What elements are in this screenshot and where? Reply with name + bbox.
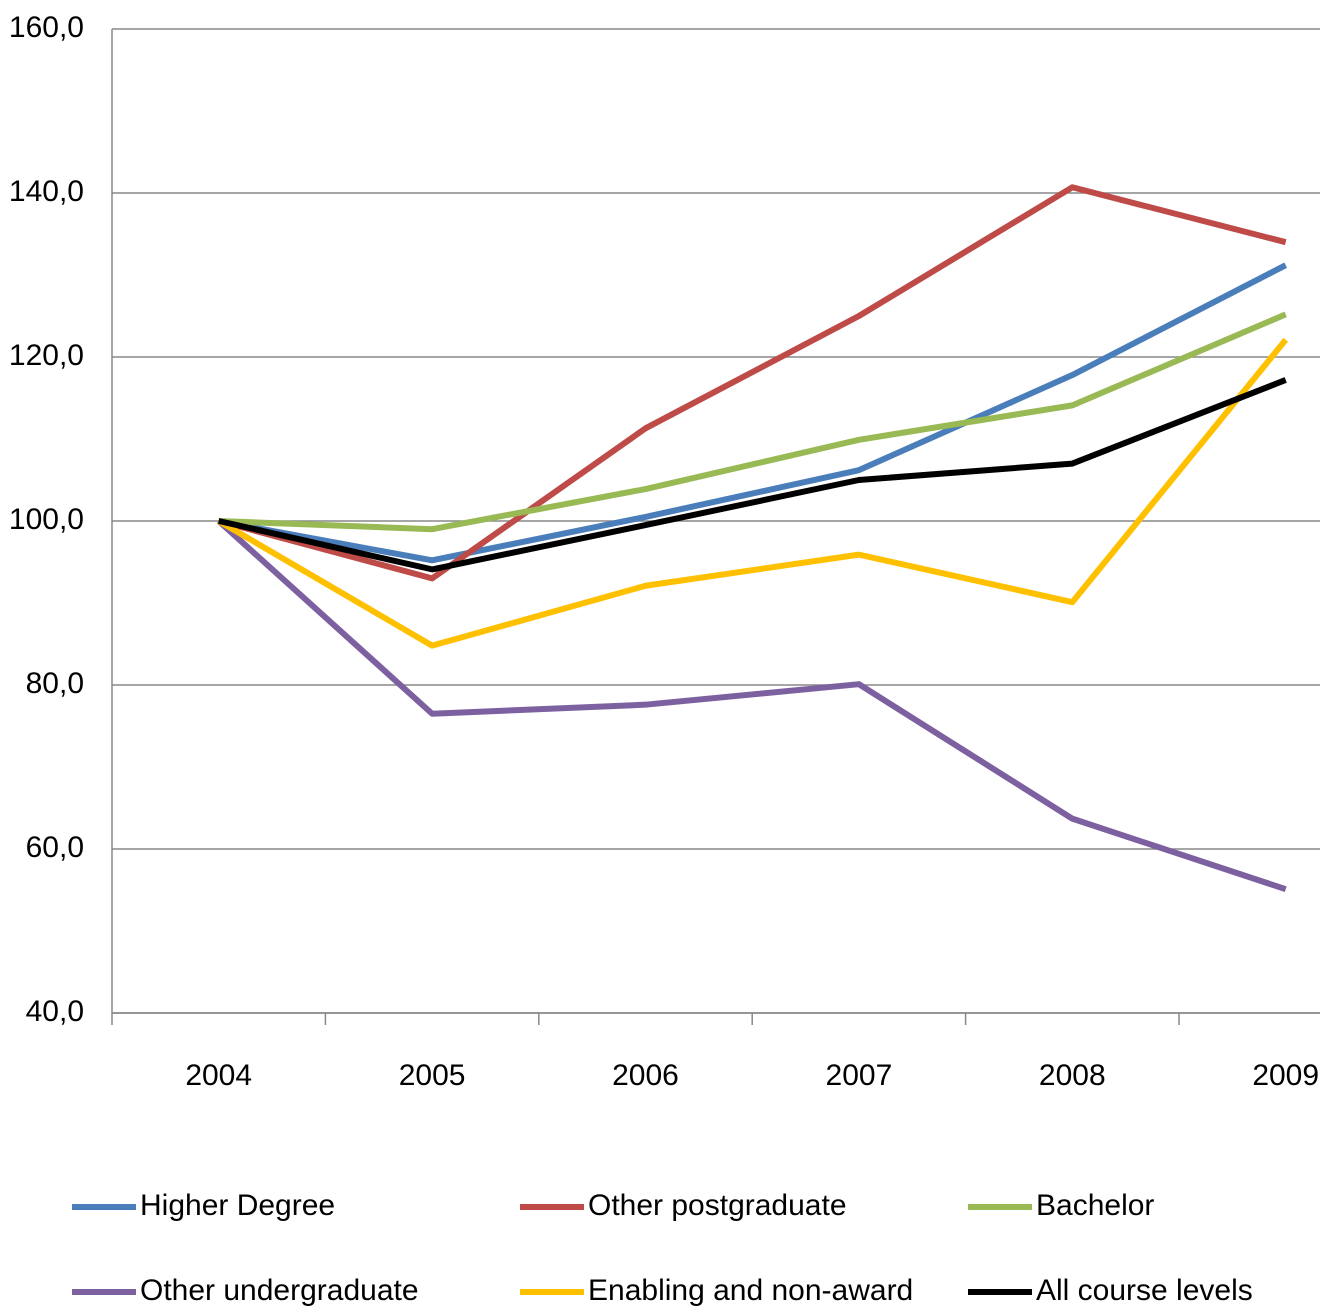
- legend-label: Bachelor: [1036, 1189, 1154, 1222]
- y-tick-label: 40,0: [26, 995, 84, 1028]
- legend-label: Higher Degree: [140, 1189, 335, 1222]
- legend-label: Other undergraduate: [140, 1274, 419, 1307]
- series-line: [218, 262, 1288, 564]
- y-tick-label: 80,0: [26, 667, 84, 700]
- y-tick-label: 60,0: [26, 831, 84, 864]
- legend-label: All course levels: [1036, 1274, 1253, 1307]
- y-tick-label: 160,0: [9, 11, 84, 44]
- x-tick-label: 2004: [185, 1059, 252, 1092]
- series-line: [218, 311, 1287, 533]
- x-tick-label: 2007: [826, 1059, 893, 1092]
- x-tick-label: 2008: [1039, 1059, 1106, 1092]
- y-tick-label: 100,0: [9, 503, 84, 536]
- legend-label: Enabling and non-award: [588, 1274, 913, 1307]
- series-line: [216, 518, 1287, 893]
- x-tick-label: 2006: [612, 1059, 679, 1092]
- y-tick-label: 140,0: [9, 175, 84, 208]
- y-tick-label: 120,0: [9, 339, 84, 372]
- series-line: [218, 377, 1287, 573]
- x-tick-label: 2009: [1252, 1059, 1319, 1092]
- legend-label: Other postgraduate: [588, 1189, 847, 1222]
- series-line: [217, 337, 1289, 649]
- x-tick-label: 2005: [399, 1059, 466, 1092]
- series-line: [217, 184, 1287, 582]
